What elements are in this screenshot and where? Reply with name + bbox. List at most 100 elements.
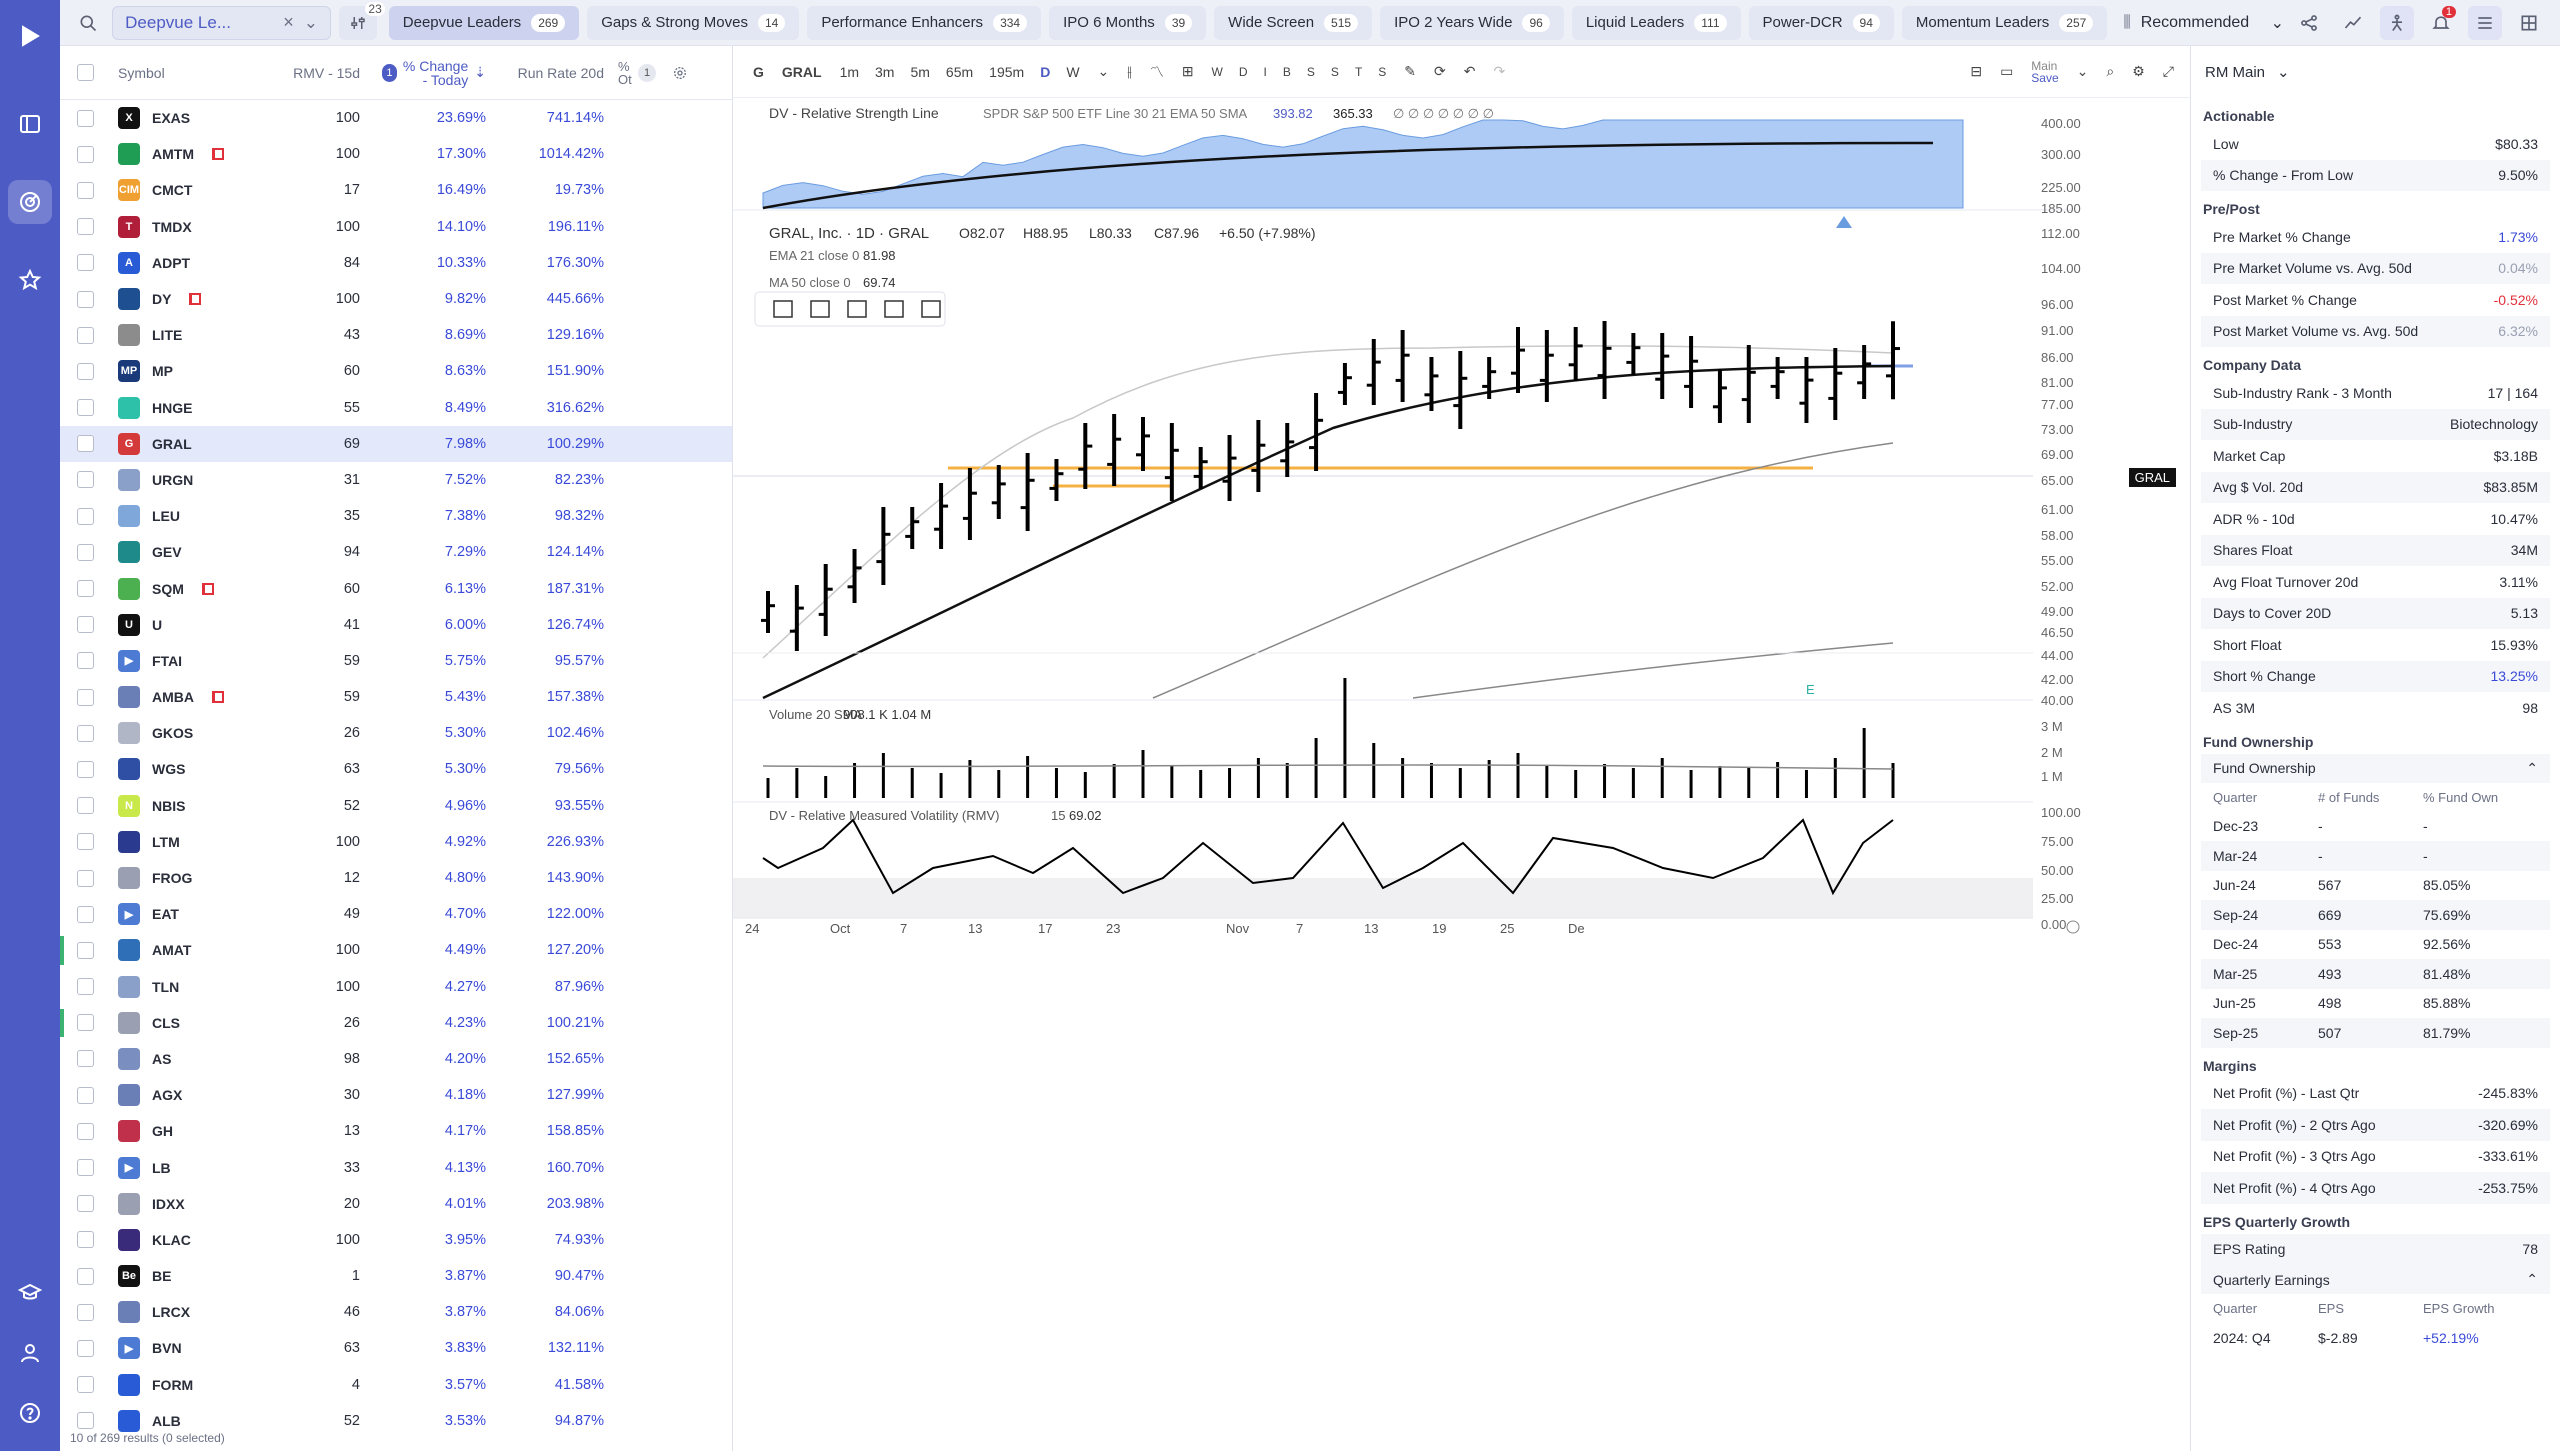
row-checkbox[interactable] [76,833,94,851]
list-view-button[interactable] [2468,5,2502,40]
event-toggle[interactable]: S [1378,64,1387,79]
row-checkbox[interactable] [76,1231,94,1249]
table-row[interactable]: G GRAL 69 7.98% 100.29% [60,425,732,462]
table-row[interactable]: MP MP 60 8.63% 151.90% [60,353,732,389]
undo-icon[interactable]: ↶ [1463,63,1476,79]
watchlist-tab[interactable]: IPO 2 Years Wide 96 [1380,5,1564,40]
col-run-rate[interactable]: Run Rate 20d [517,64,604,81]
row-checkbox[interactable] [76,290,94,308]
row-checkbox[interactable] [76,688,94,706]
table-row[interactable]: GEV 94 7.29% 124.14% [60,534,732,570]
table-row[interactable]: ▶ BVN 63 3.83% 132.11% [60,1330,732,1366]
comment-tool-icon[interactable] [921,300,941,318]
watchlist-tab[interactable]: Performance Enhancers 334 [807,5,1042,40]
row-checkbox[interactable] [76,652,94,670]
fib-tool-icon[interactable] [810,300,830,318]
row-checkbox[interactable] [76,869,94,887]
row-checkbox[interactable] [76,471,94,489]
interval-option[interactable]: 1m [839,63,860,80]
row-checkbox[interactable] [76,181,94,199]
event-toggle[interactable]: T [1354,64,1363,79]
table-row[interactable]: LITE 43 8.69% 129.16% [60,317,732,353]
col-rmv[interactable]: RMV - 15d [293,64,360,81]
chevron-down-icon[interactable]: ⌄ [1097,63,1110,79]
row-checkbox[interactable] [76,1014,94,1032]
templates-icon[interactable]: ⊞ [1181,63,1194,79]
trendline-tool-icon[interactable] [884,300,904,318]
chart-settings-icon[interactable]: ⚙ [2132,63,2145,79]
row-checkbox[interactable] [76,507,94,525]
col-extra[interactable]: % Ot 1 [618,60,688,86]
watchlist-tab[interactable]: Gaps & Strong Moves 14 [587,5,800,40]
table-row[interactable]: TLN 100 4.27% 87.96% [60,969,732,1005]
row-checkbox[interactable] [76,543,94,561]
col-symbol[interactable]: Symbol [118,64,165,81]
table-row[interactable]: LRCX 46 3.87% 84.06% [60,1294,732,1330]
table-row[interactable]: LEU 35 7.38% 98.32% [60,498,732,534]
quarterly-earnings-toggle[interactable]: Quarterly Earnings ⌃ [2201,1265,2550,1294]
table-row[interactable]: HNGE 55 8.49% 316.62% [60,390,732,426]
interval-option[interactable]: D [1040,63,1051,80]
table-row[interactable]: AS 98 4.20% 152.65% [60,1041,732,1077]
table-row[interactable]: ALB 52 3.53% 94.87% [60,1403,732,1439]
row-checkbox[interactable] [76,941,94,959]
watchlist-tab[interactable]: IPO 6 Months 39 [1049,5,1207,40]
nav-profile[interactable] [8,1331,52,1375]
event-toggle[interactable]: S [1306,64,1315,79]
interval-option[interactable]: 195m [989,63,1025,80]
event-toggle[interactable]: B [1282,64,1291,79]
table-row[interactable]: U U 41 6.00% 126.74% [60,607,732,643]
table-row[interactable]: AMTM 100 17.30% 1014.42% [60,136,732,172]
indicators-icon[interactable]: 〽 [1149,63,1164,80]
table-row[interactable]: SQM 60 6.13% 187.31% [60,570,732,606]
row-checkbox[interactable] [76,399,94,417]
row-checkbox[interactable] [76,1303,94,1321]
row-checkbox[interactable] [76,905,94,923]
clear-icon[interactable]: × [283,12,294,32]
tools-button[interactable] [2380,5,2414,40]
table-row[interactable]: FORM 4 3.57% 41.58% [60,1367,732,1403]
table-row[interactable]: AGX 30 4.18% 127.99% [60,1077,732,1113]
row-checkbox[interactable] [76,616,94,634]
rectangle-tool-icon[interactable] [773,300,793,318]
table-row[interactable]: FROG 12 4.80% 143.90% [60,860,732,896]
sort-select[interactable]: ⫼ Recommended ⌄ [2123,13,2284,33]
event-toggle[interactable]: I [1263,64,1267,79]
interval-option[interactable]: 5m [910,63,930,80]
table-row[interactable]: AMAT 100 4.49% 127.20% [60,932,732,968]
layout-icon[interactable]: ⊟ [1970,63,1983,79]
table-row[interactable]: AMBA 59 5.43% 157.38% [60,679,732,715]
table-row[interactable]: CIM CMCT 17 16.49% 19.73% [60,172,732,208]
row-checkbox[interactable] [76,109,94,127]
interval-option[interactable]: W [1066,63,1080,80]
table-row[interactable]: T TMDX 100 14.10% 196.11% [60,209,732,245]
price-chart[interactable]: DV - Relative Strength Line SPDR S&P 500 … [733,98,2190,1451]
table-row[interactable]: GH 13 4.17% 158.85% [60,1113,732,1149]
search-button[interactable] [72,6,104,40]
row-checkbox[interactable] [76,1050,94,1068]
grid-view-button[interactable] [2512,6,2546,40]
folder-icon[interactable]: ▭ [2000,63,2014,79]
watchlist-tab[interactable]: Momentum Leaders 257 [1901,5,2108,40]
chart-mode-button[interactable] [2336,6,2370,40]
table-row[interactable]: ▶ FTAI 59 5.75% 95.57% [60,643,732,679]
nav-favorites[interactable] [8,258,52,302]
flag-icon[interactable] [212,148,224,161]
row-checkbox[interactable] [76,978,94,996]
row-checkbox[interactable] [76,797,94,815]
row-checkbox[interactable] [76,145,94,163]
watchlist-tab[interactable]: Deepvue Leaders 269 [388,5,580,40]
redo-icon[interactable]: ↷ [1493,63,1506,79]
row-checkbox[interactable] [76,1086,94,1104]
fullscreen-icon[interactable]: ⤢ [2162,63,2174,79]
flag-icon[interactable] [201,582,214,595]
interval-option[interactable]: 3m [875,63,895,80]
bar-style-icon[interactable]: ⫲ [1127,63,1132,79]
flag-icon[interactable] [212,691,224,704]
row-checkbox[interactable] [76,580,94,598]
row-checkbox[interactable] [76,1339,94,1357]
table-row[interactable]: ▶ LB 33 4.13% 160.70% [60,1149,732,1185]
row-checkbox[interactable] [76,326,94,344]
table-row[interactable]: GKOS 26 5.30% 102.46% [60,715,732,751]
